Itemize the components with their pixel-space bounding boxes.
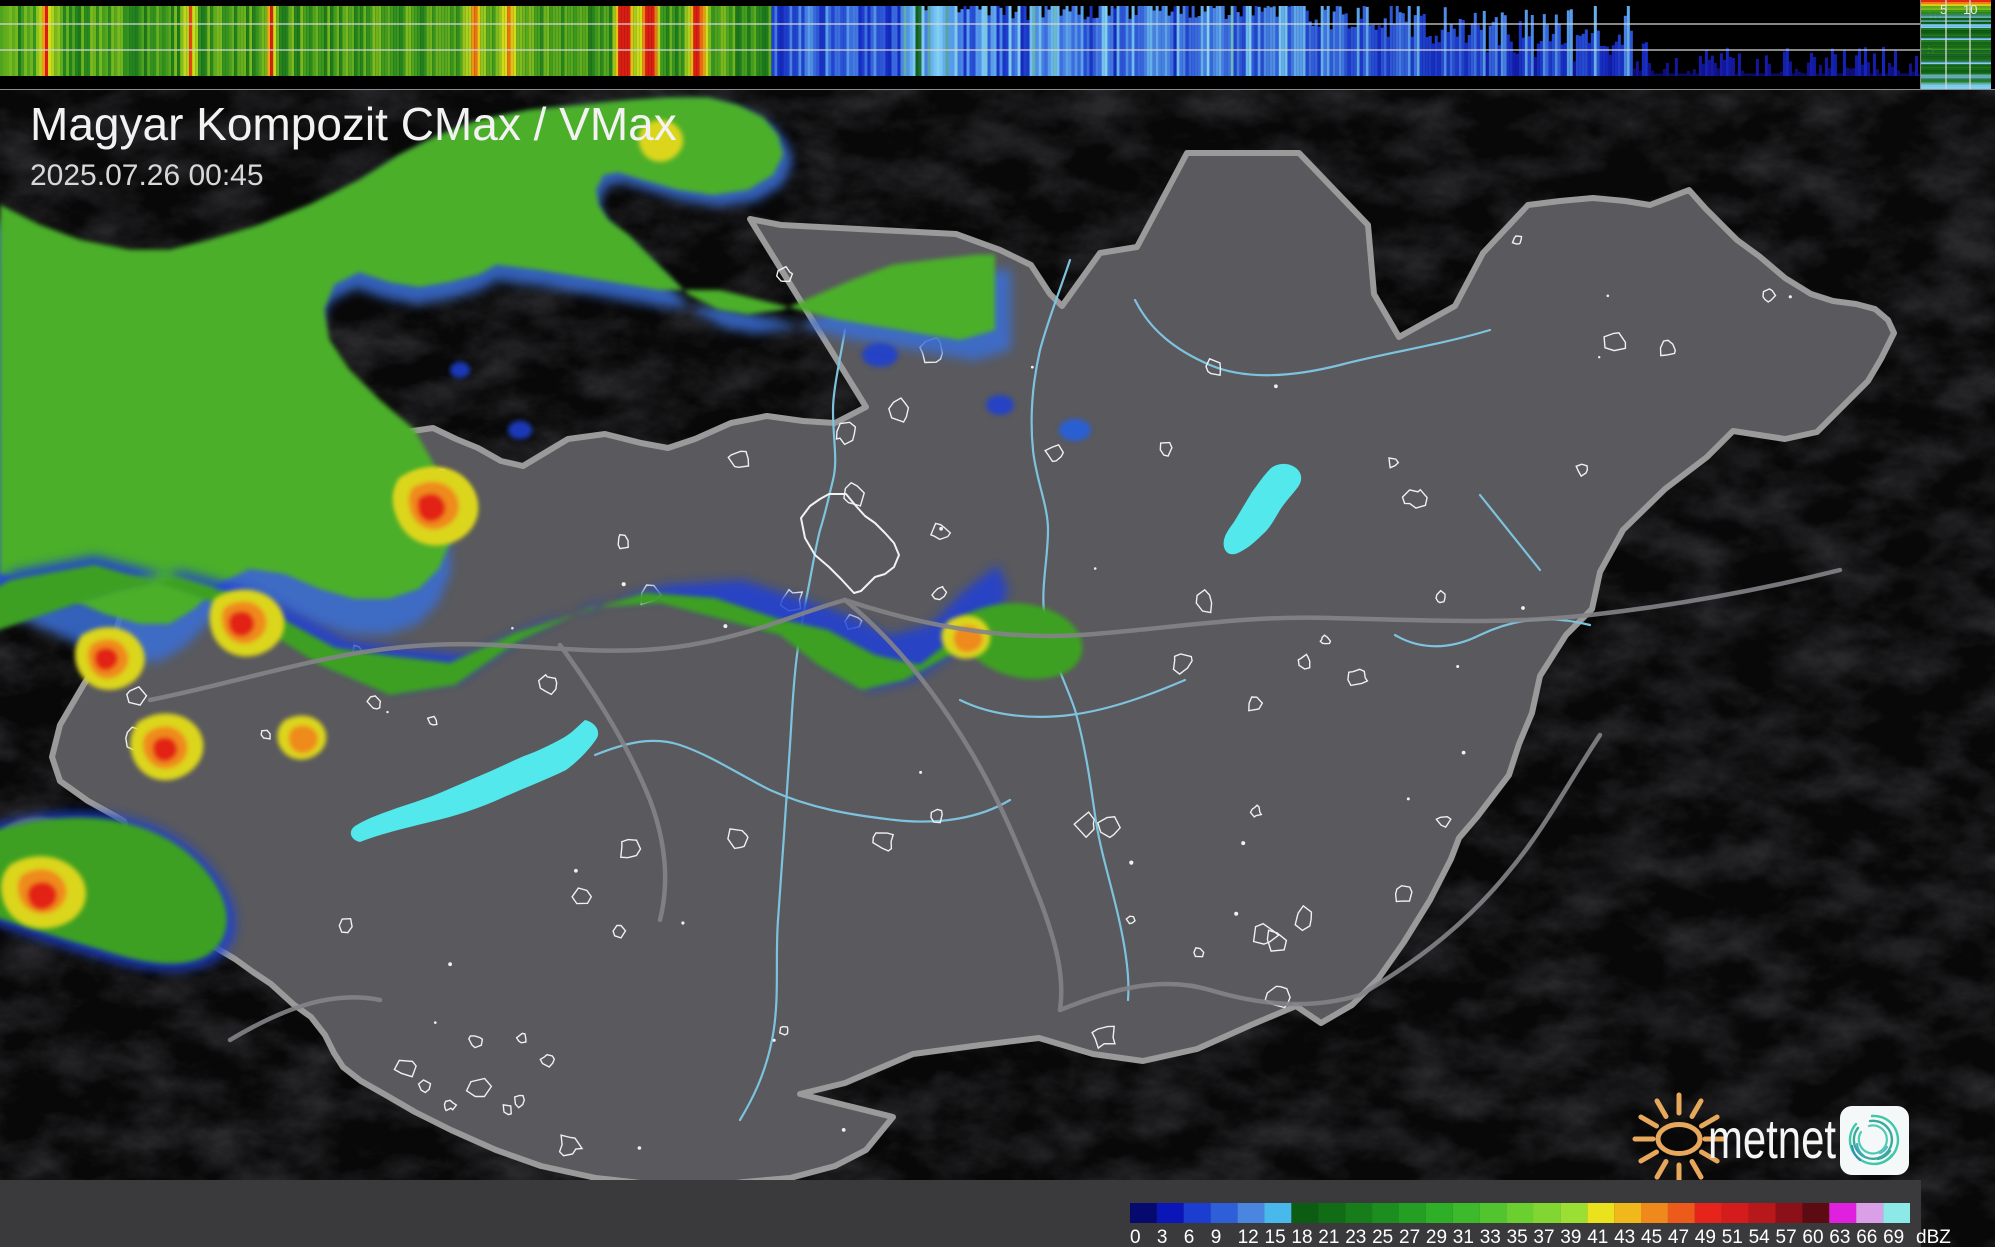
svg-text:41: 41	[1587, 1227, 1608, 1247]
svg-text:63: 63	[1829, 1227, 1850, 1247]
svg-text:43: 43	[1614, 1227, 1635, 1247]
svg-text:5: 5	[1940, 2, 1947, 17]
svg-text:2025.07.26 00:45: 2025.07.26 00:45	[30, 159, 264, 192]
svg-text:35: 35	[1507, 1227, 1528, 1247]
svg-text:15: 15	[1265, 1227, 1286, 1247]
svg-text:Magyar Kompozit CMax / VMax: Magyar Kompozit CMax / VMax	[30, 98, 677, 150]
svg-text:metnet: metnet	[1708, 1107, 1836, 1170]
svg-text:60: 60	[1802, 1227, 1823, 1247]
svg-text:39: 39	[1560, 1227, 1581, 1247]
svg-text:31: 31	[1453, 1227, 1474, 1247]
svg-text:49: 49	[1695, 1227, 1716, 1247]
svg-text:dBZ: dBZ	[1916, 1227, 1951, 1247]
svg-text:25: 25	[1372, 1227, 1393, 1247]
svg-text:23: 23	[1345, 1227, 1366, 1247]
svg-text:9: 9	[1211, 1227, 1222, 1247]
svg-text:47: 47	[1668, 1227, 1689, 1247]
svg-text:0: 0	[1130, 1227, 1141, 1247]
svg-text:51: 51	[1722, 1227, 1743, 1247]
svg-text:6: 6	[1184, 1227, 1195, 1247]
svg-text:33: 33	[1480, 1227, 1501, 1247]
svg-text:29: 29	[1426, 1227, 1447, 1247]
svg-text:57: 57	[1776, 1227, 1797, 1247]
svg-text:21: 21	[1318, 1227, 1339, 1247]
svg-text:69: 69	[1883, 1227, 1904, 1247]
svg-text:37: 37	[1533, 1227, 1554, 1247]
svg-text:10: 10	[1963, 2, 1977, 17]
svg-text:12: 12	[1238, 1227, 1259, 1247]
svg-text:18: 18	[1291, 1227, 1312, 1247]
svg-text:66: 66	[1856, 1227, 1877, 1247]
svg-text:27: 27	[1399, 1227, 1420, 1247]
svg-text:3: 3	[1157, 1227, 1168, 1247]
svg-text:45: 45	[1641, 1227, 1662, 1247]
svg-text:54: 54	[1749, 1227, 1771, 1247]
